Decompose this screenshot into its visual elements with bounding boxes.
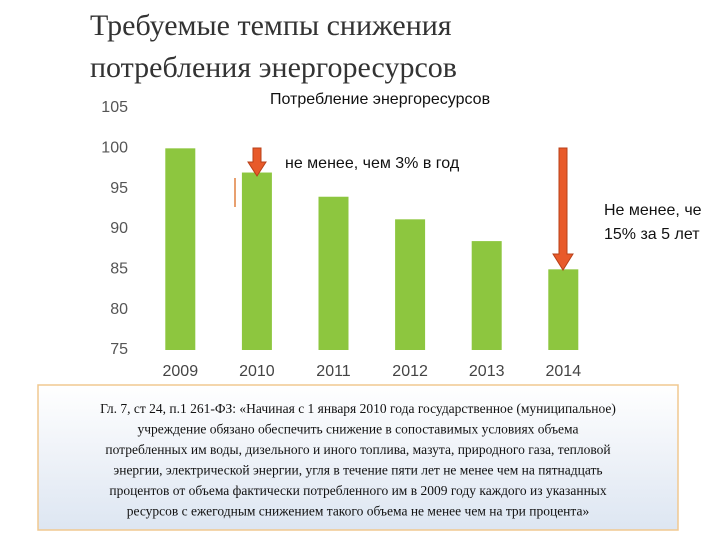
y-tick-label: 85 <box>110 261 128 278</box>
annotation: 15% за 5 лет <box>604 226 700 243</box>
y-tick-label: 80 <box>110 301 128 318</box>
annotation: Не менее, че <box>604 202 702 219</box>
note-line: Гл. 7, ст 24, п.1 261-ФЗ: «Начиная с 1 я… <box>100 401 616 416</box>
arrow <box>247 147 267 177</box>
x-tick-label: 2009 <box>163 363 199 380</box>
bar <box>395 219 426 350</box>
note-line: учреждение обязано обеспечить снижение в… <box>138 422 579 437</box>
note-line: потребленных им воды, дизельного и иного… <box>105 442 610 457</box>
y-tick-label: 95 <box>110 180 128 197</box>
y-tick-label: 100 <box>101 140 128 157</box>
bar <box>471 241 502 350</box>
note-line: ресурсов с ежегодным снижением такого об… <box>127 504 589 519</box>
note: Гл. 7, ст 24, п.1 261-ФЗ: «Начиная с 1 я… <box>100 401 616 519</box>
y-tick-label: 90 <box>110 220 128 237</box>
bar <box>241 172 272 350</box>
bar <box>318 196 349 350</box>
chart-title: Потребление энергоресурсов <box>270 91 490 108</box>
slide-title: Требуемые темпы снижения <box>90 9 452 42</box>
x-tick-label: 2013 <box>469 363 505 380</box>
x-tick-label: 2012 <box>392 363 428 380</box>
y-tick-label: 105 <box>101 99 128 116</box>
bar <box>548 269 579 350</box>
note-line: процентов от объема фактически потреблен… <box>109 483 607 498</box>
plot: 75 80 85 90 95 100 105 2009 2010 2011 2012 2013 2014 <box>101 99 581 380</box>
y-tick-label: 75 <box>110 341 128 358</box>
x-tick-label: 2014 <box>546 363 582 380</box>
note-line: энергии, электрической энергии, угля в т… <box>113 463 602 478</box>
note-box <box>37 384 679 531</box>
x-tick-label: 2010 <box>239 363 275 380</box>
slide-title: потребления энергоресурсов <box>90 51 457 84</box>
arrow <box>552 147 574 271</box>
annotation: не менее, чем 3% в год <box>285 155 460 172</box>
bar <box>165 148 196 350</box>
x-tick-label: 2011 <box>316 363 351 380</box>
